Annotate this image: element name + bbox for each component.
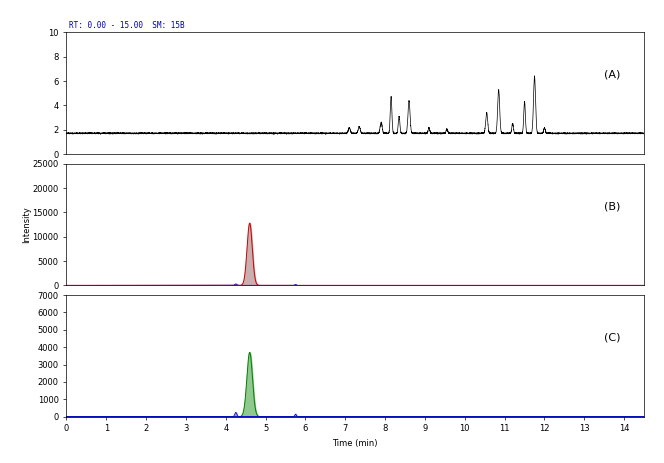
- Text: RT: 0.00 - 15.00  SM: 15B: RT: 0.00 - 15.00 SM: 15B: [69, 21, 185, 30]
- Text: (A): (A): [604, 70, 620, 80]
- Text: (B): (B): [604, 201, 620, 211]
- X-axis label: Time (min): Time (min): [333, 439, 378, 448]
- Text: (C): (C): [604, 332, 620, 343]
- Y-axis label: Intensity: Intensity: [22, 206, 31, 243]
